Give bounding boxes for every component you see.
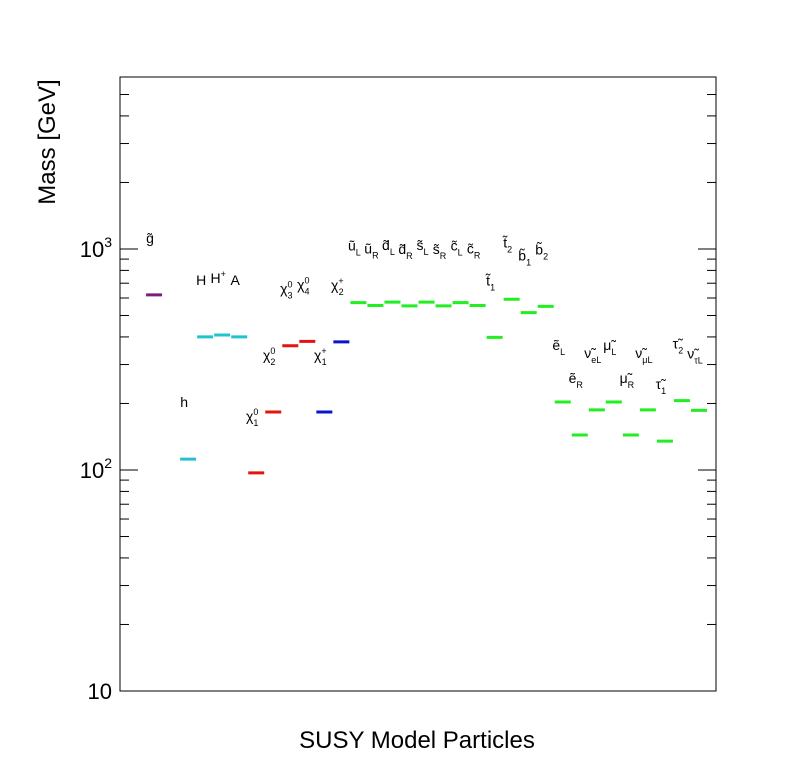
mass-level-marks <box>146 293 707 475</box>
particle-label-nueL: ν̃eL <box>584 345 601 365</box>
particle-label-gluino: g̃ <box>146 230 154 246</box>
particle-label-tau1: τ̃1 <box>656 376 667 396</box>
particle-label-chi1p: χ+ 1 <box>314 346 327 367</box>
particle-label-t2: t̃2 <box>502 234 512 254</box>
particle-label-t1: t̃1 <box>485 272 495 292</box>
particle-label-sL: s̃L <box>417 237 429 257</box>
y-tick-label: 102 <box>80 455 112 483</box>
y-tick-label: 103 <box>80 234 112 262</box>
particle-labels: g̃ h H H+ Aχ0 1 χ0 2 χ0 3 χ0 4 χ+ 1 χ+ 2 ũL ũRd̃L d̃R s̃L… <box>146 230 703 428</box>
particle-label-numuL: ν̃μL <box>635 345 652 365</box>
particle-label-sR: s̃R <box>433 241 447 261</box>
particle-label-chi20: χ0 2 <box>263 346 275 367</box>
y-axis-tick-labels: 10 102 103 <box>80 234 112 704</box>
particle-label-chi40: χ0 4 <box>297 275 309 296</box>
particle-label-uR: ũR <box>364 240 379 260</box>
particle-label-Hplus: H+ <box>210 269 225 286</box>
particle-label-chi2p: χ+ 2 <box>331 276 344 297</box>
particle-label-b1: b̃1 <box>518 247 531 267</box>
particle-label-cL: c̃L <box>451 238 463 258</box>
x-axis-label: SUSY Model Particles <box>299 727 535 754</box>
particle-label-b2: b̃2 <box>535 241 548 261</box>
y-axis-ticks <box>120 76 716 692</box>
particle-label-H: H <box>196 272 206 288</box>
particle-label-eL: ẽL <box>552 337 565 357</box>
particle-label-A: A <box>231 272 241 288</box>
particle-label-muL: μ̃L <box>603 337 616 357</box>
particle-label-dL: d̃L <box>382 237 395 257</box>
plot-frame <box>119 76 717 692</box>
particle-label-tau2: τ̃2 <box>673 336 684 356</box>
particle-label-nutauL: ν̃τL <box>687 345 703 365</box>
particle-label-dR: d̃R <box>398 241 413 261</box>
y-axis-label: Mass [GeV] <box>34 79 61 204</box>
particle-label-h: h <box>180 394 188 410</box>
particle-label-eR: ẽR <box>569 370 584 390</box>
particle-label-muR: μ̃R <box>620 370 635 390</box>
y-tick-label: 10 <box>88 679 112 704</box>
particle-label-chi10: χ0 1 <box>246 407 258 428</box>
particle-label-uL: ũL <box>348 238 361 258</box>
particle-label-cR: c̃R <box>467 240 481 260</box>
particle-label-chi30: χ0 3 <box>280 280 292 301</box>
